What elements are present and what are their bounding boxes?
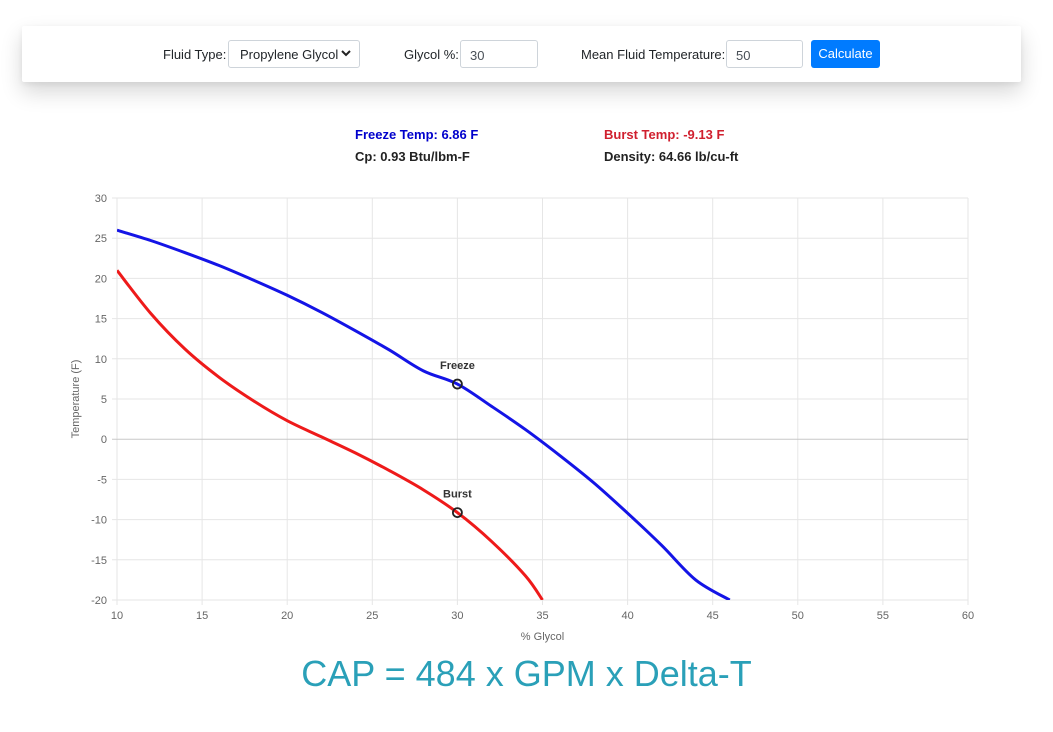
x-tick-label: 20 (281, 610, 293, 622)
y-tick-label: 25 (95, 233, 107, 245)
y-tick-label: 10 (95, 354, 107, 366)
x-tick-label: 50 (792, 610, 804, 622)
capacity-formula: CAP = 484 x GPM x Delta-T (301, 653, 752, 694)
burst-temp-result: Burst Temp: -9.13 F (604, 127, 725, 142)
y-tick-label: 30 (95, 193, 107, 205)
x-tick-label: 35 (536, 610, 548, 622)
y-tick-label: -15 (91, 555, 107, 567)
y-tick-label: -10 (91, 515, 107, 527)
chevron-down-icon (341, 50, 351, 57)
x-tick-label: 55 (877, 610, 889, 622)
y-tick-label: 0 (101, 434, 107, 446)
x-tick-label: 15 (196, 610, 208, 622)
y-tick-label: -20 (91, 595, 107, 607)
x-axis-label: % Glycol (521, 631, 564, 643)
mean-temperature-label: Mean Fluid Temperature: (581, 47, 726, 62)
burst-point-marker (451, 507, 463, 519)
y-tick-label: -5 (97, 474, 107, 486)
x-tick-label: 25 (366, 610, 378, 622)
freeze-temp-result: Freeze Temp: 6.86 F (355, 127, 479, 142)
y-tick-label: 5 (101, 394, 107, 406)
mean-temperature-input[interactable]: 50 (726, 40, 803, 68)
calculate-button[interactable]: Calculate (811, 40, 880, 68)
x-tick-label: 30 (451, 610, 463, 622)
y-tick-label: 20 (95, 273, 107, 285)
glycol-percent-label: Glycol %: (404, 47, 459, 62)
x-tick-label: 45 (707, 610, 719, 622)
burst-curve-line (117, 269, 544, 600)
freeze-curve-line (117, 228, 731, 600)
freeze-point-marker (451, 378, 463, 390)
burst-annotation-label: Burst (443, 489, 472, 501)
x-tick-label: 40 (621, 610, 633, 622)
x-tick-label: 10 (111, 610, 123, 622)
input-toolbar: Fluid Type: Propylene Glycol Glycol %: 3… (22, 26, 1021, 82)
fluid-type-select[interactable]: Propylene Glycol (228, 40, 360, 68)
density-result: Density: 64.66 lb/cu-ft (604, 149, 739, 164)
glycol-percent-input[interactable]: 30 (460, 40, 538, 68)
y-tick-label: 15 (95, 314, 107, 326)
y-axis-label: Temperature (F) (70, 360, 82, 439)
x-tick-label: 60 (962, 610, 974, 622)
fluid-type-value: Propylene Glycol (240, 47, 339, 62)
freeze-annotation-label: Freeze (440, 360, 475, 372)
glycol-temperature-chart: 10 15 20 25 30 35 40 45 50 55 60302520151050-5-10-… (70, 193, 974, 643)
fluid-type-label: Fluid Type: (163, 47, 227, 62)
cp-result: Cp: 0.93 Btu/lbm-F (355, 149, 470, 164)
